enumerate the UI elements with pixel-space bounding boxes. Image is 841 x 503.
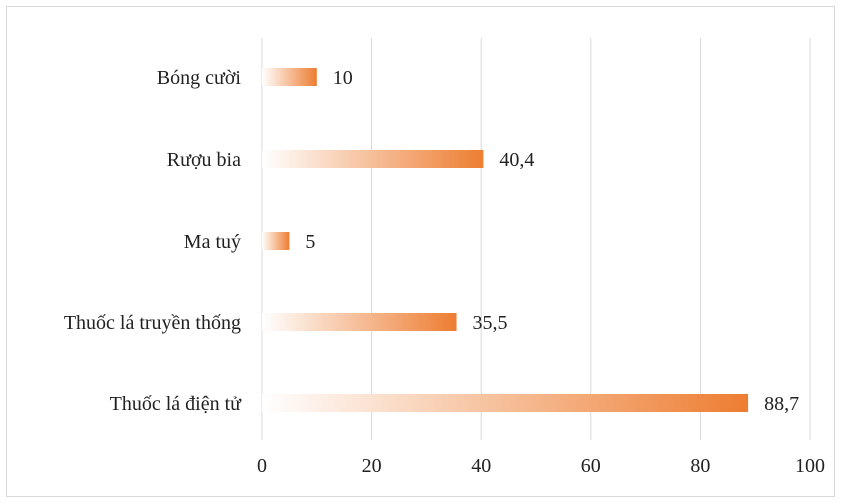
data-label: 35,5 bbox=[473, 312, 508, 334]
category-label: Rượu bia bbox=[167, 149, 241, 171]
bars bbox=[262, 68, 749, 412]
bar bbox=[262, 394, 749, 412]
category-label: Ma tuý bbox=[184, 231, 241, 253]
data-label: 5 bbox=[305, 231, 315, 253]
bar bbox=[262, 150, 484, 168]
category-label: Thuốc lá điện tử bbox=[110, 393, 243, 415]
bar bbox=[262, 232, 290, 250]
chart-frame bbox=[6, 6, 835, 497]
data-label: 40,4 bbox=[499, 149, 534, 171]
category-label: Thuốc lá truyền thống bbox=[64, 312, 241, 334]
data-label: 10 bbox=[333, 67, 353, 89]
bar bbox=[262, 313, 457, 331]
x-tick-label: 20 bbox=[362, 455, 382, 477]
gridlines bbox=[261, 38, 811, 440]
data-label: 88,7 bbox=[764, 393, 799, 415]
labels: 0 20 40 60 80 100 Bóng cười 10 Rượu bia 40,4 Ma tu… bbox=[64, 67, 825, 477]
x-tick-label: 0 bbox=[257, 455, 267, 477]
x-tick-label: 40 bbox=[471, 455, 491, 477]
x-tick-label: 100 bbox=[795, 455, 825, 477]
x-tick-label: 80 bbox=[690, 455, 710, 477]
x-tick-label: 60 bbox=[581, 455, 601, 477]
category-label: Bóng cười bbox=[157, 67, 242, 89]
bar bbox=[262, 68, 317, 86]
